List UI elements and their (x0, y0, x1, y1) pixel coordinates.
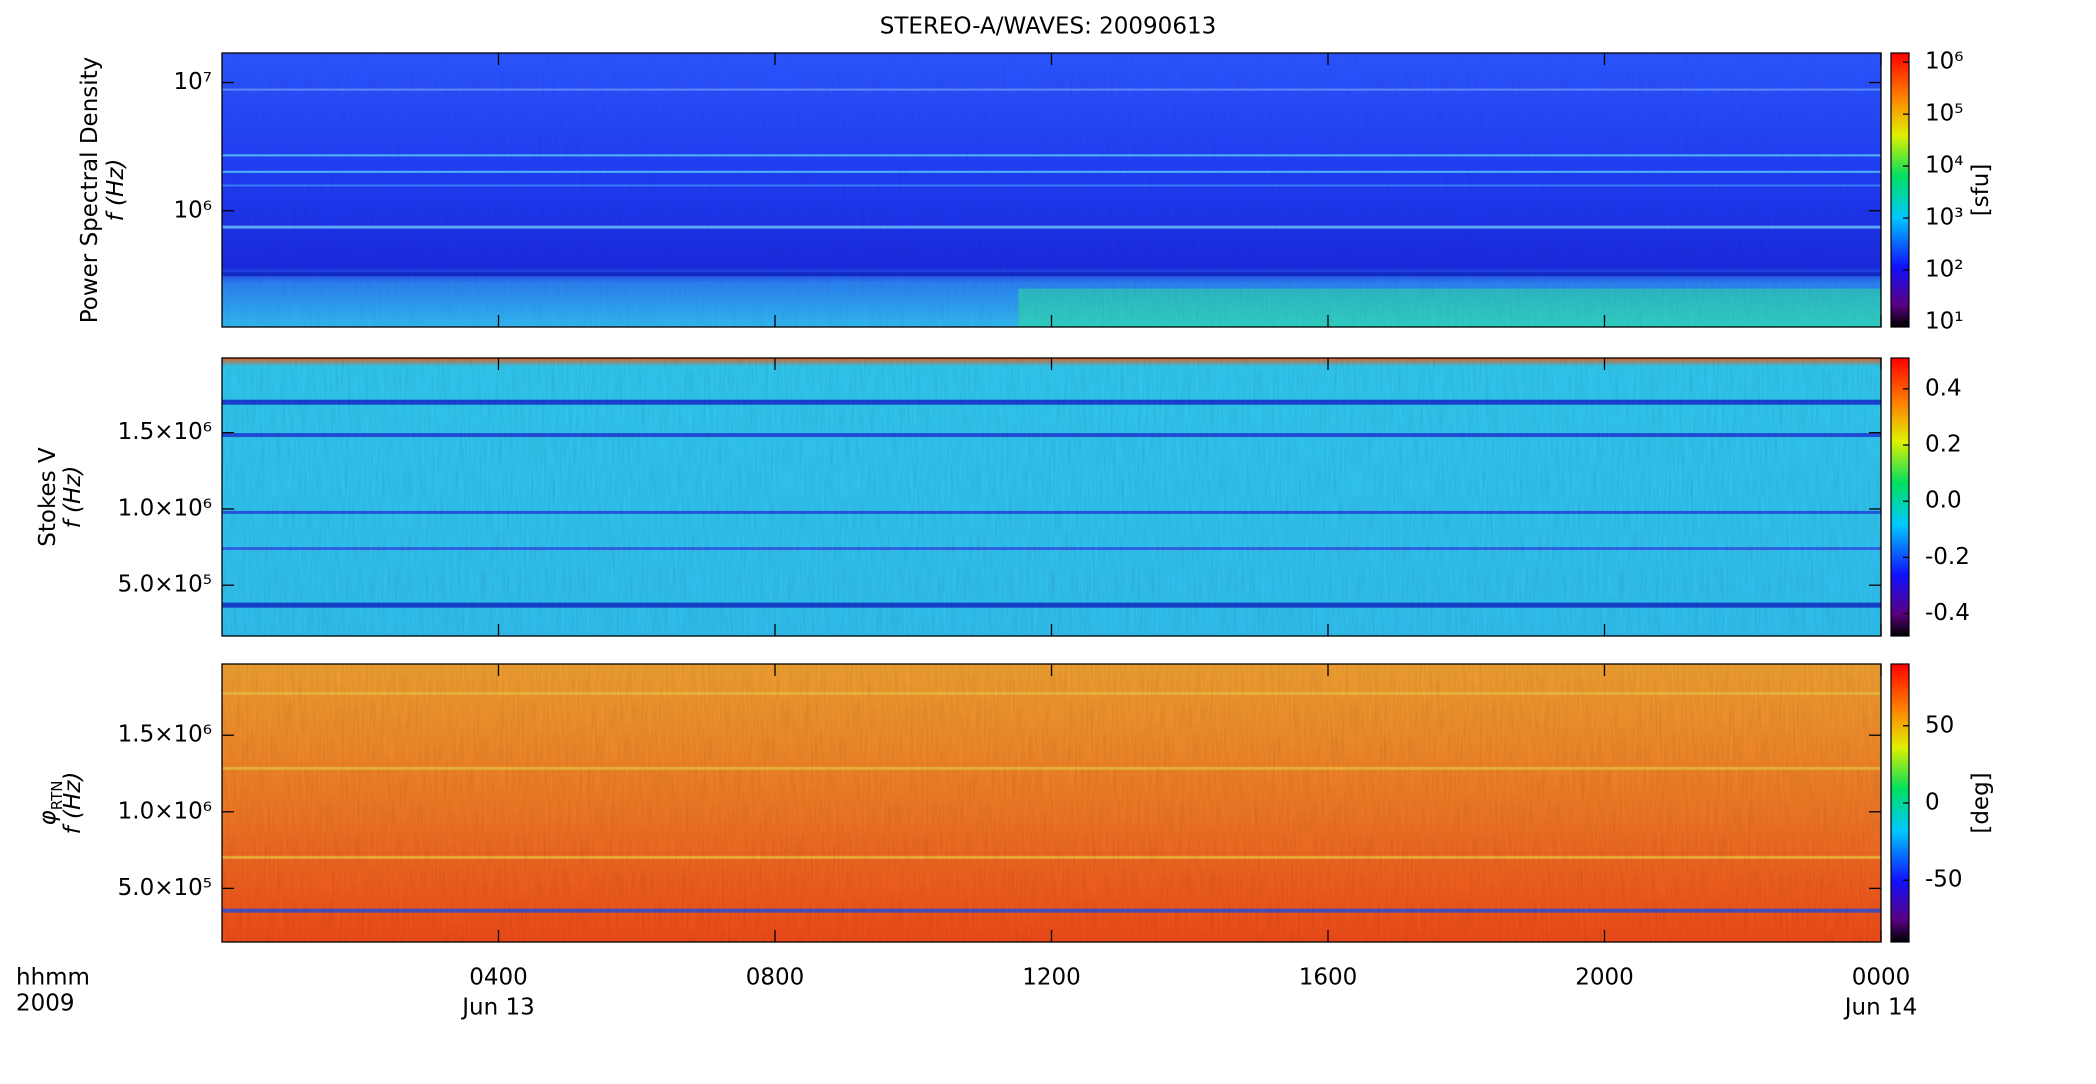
colorbar-tick-label: 10¹ (1925, 308, 1964, 334)
y-tick-label: 1.0×10⁶ (118, 798, 212, 824)
colorbar (1890, 357, 1910, 637)
y-tick-label: 1.5×10⁶ (118, 722, 212, 748)
y-tick-label: 1.0×10⁶ (118, 495, 212, 521)
spectrogram-noise (222, 358, 1881, 636)
y-axis-label: Power Spectral Density (77, 57, 103, 324)
x-tick-label: 0000 (1852, 965, 1911, 991)
x-date-label: Jun 14 (1843, 995, 1918, 1021)
x-axis-unit: hhmm (16, 965, 90, 991)
colorbar-tick-label: -0.4 (1925, 600, 1970, 626)
spectrogram-noise (222, 664, 1881, 942)
chart-title: STEREO-A/WAVES: 20090613 (880, 14, 1216, 40)
colorbar-tick-label: 10⁵ (1925, 101, 1964, 127)
colorbar-tick-label: 0.2 (1925, 432, 1962, 458)
x-date-label: Jun 13 (460, 995, 535, 1021)
y-axis-label: f (Hz) (60, 772, 86, 835)
colorbar-tick-label: 0.4 (1925, 375, 1962, 401)
y-tick-label: 10⁷ (174, 69, 213, 95)
colorbar-label: [sfu] (1968, 164, 1994, 217)
colorbar-tick-label: -50 (1925, 867, 1963, 893)
y-tick-label: 5.0×10⁵ (118, 572, 212, 598)
y-axis-label-subscript: RTN (48, 781, 66, 811)
y-axis-label-symbol: φ (35, 810, 61, 825)
x-tick-label: 2000 (1575, 965, 1634, 991)
colorbar-tick-label: 50 (1925, 712, 1954, 738)
y-tick-label: 5.0×10⁵ (118, 875, 212, 901)
x-axis-year: 2009 (16, 991, 75, 1017)
y-tick-label: 1.5×10⁶ (118, 419, 212, 445)
colorbar-tick-label: 10⁶ (1925, 49, 1964, 75)
y-axis-label: φRTN (35, 781, 66, 826)
colorbar-tick-label: 10³ (1925, 205, 1964, 231)
colorbar-label: [deg] (1968, 772, 1994, 833)
colorbar-tick-label: 0 (1925, 790, 1940, 816)
colorbar-tick-label: 10² (1925, 257, 1964, 283)
y-axis-label: f (Hz) (60, 466, 86, 529)
colorbar-tick-label: 0.0 (1925, 488, 1962, 514)
colorbar-tick-label: 10⁴ (1925, 153, 1964, 179)
x-tick-label: 1200 (1022, 965, 1081, 991)
y-tick-label: 10⁶ (174, 197, 213, 223)
x-tick-label: 0400 (469, 965, 528, 991)
spectrogram-noise (222, 53, 1881, 327)
y-axis-label: Stokes V (35, 447, 61, 547)
colorbar-tick-label: -0.2 (1925, 544, 1970, 570)
x-tick-label: 1600 (1299, 965, 1358, 991)
y-axis-label: f (Hz) (103, 159, 129, 222)
spectrogram-panel: 10⁶ 10⁷ Power Spectral Density f (Hz) 10¹ 10²… (77, 49, 1994, 335)
colorbar (1890, 52, 1910, 328)
x-tick-label: 0800 (746, 965, 805, 991)
